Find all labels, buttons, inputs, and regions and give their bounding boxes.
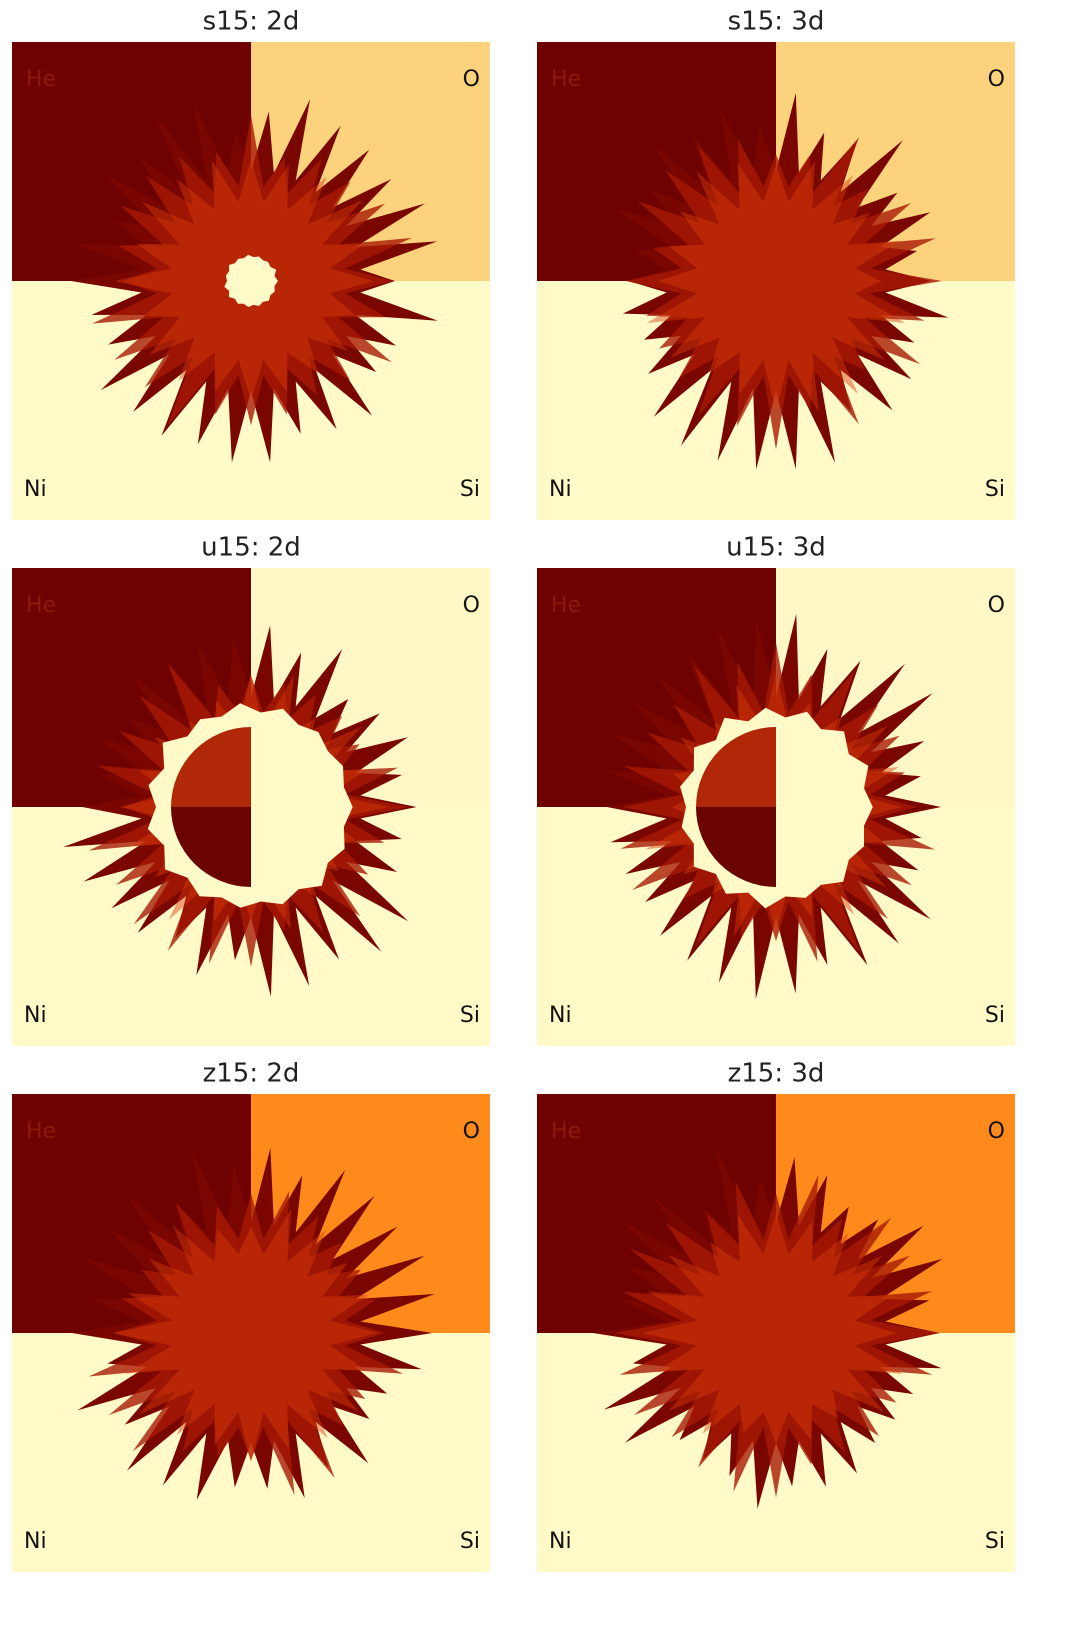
quadrant-label: Ni: [24, 1529, 47, 1554]
panel-title: u15: 2d: [201, 533, 301, 563]
quadrant-label: O: [988, 1119, 1005, 1144]
panel: u15: 3d He O Ni Si: [537, 533, 1015, 1047]
panel: z15: 3d He O Ni Si: [537, 1059, 1015, 1573]
quadrant-label: Si: [460, 477, 480, 502]
quadrant-label: Ni: [24, 1003, 47, 1028]
quadrant-label: Si: [460, 1529, 480, 1554]
quadrant-label: Si: [985, 1003, 1005, 1028]
quadrant-label: Si: [985, 1529, 1005, 1554]
quadrant-label: He: [26, 67, 56, 92]
quadrant-label: He: [26, 1119, 56, 1144]
quadrant-label: Ni: [24, 477, 47, 502]
panel-title: u15: 3d: [726, 533, 826, 563]
panel-title: s15: 2d: [203, 7, 300, 37]
quadrant-label: O: [988, 67, 1005, 92]
quadrant-label: Ni: [549, 1529, 572, 1554]
quadrant-label: Ni: [549, 477, 572, 502]
panel: z15: 2d He O Ni Si: [12, 1059, 490, 1573]
quadrant-label: O: [463, 67, 480, 92]
quadrant-label: O: [463, 593, 480, 618]
quadrant-label: He: [551, 67, 581, 92]
panel-title: s15: 3d: [728, 7, 825, 37]
panel: s15: 3d He O Ni Si: [537, 7, 1015, 521]
quadrant-label: He: [551, 593, 581, 618]
quadrant-label: He: [551, 1119, 581, 1144]
quadrant-label: O: [463, 1119, 480, 1144]
panel: s15: 2d He O Ni Si: [12, 7, 490, 521]
quadrant-label: He: [26, 593, 56, 618]
quadrant-label: Si: [985, 477, 1005, 502]
quadrant-label: Ni: [549, 1003, 572, 1028]
panel-title: z15: 2d: [203, 1059, 300, 1089]
figure: s15: 2d He O Ni Si s15: 3d He O Ni Si u15: 2d He O Ni…: [0, 0, 1073, 1652]
panel: u15: 2d He O Ni Si: [12, 533, 490, 1047]
quadrant-label: O: [988, 593, 1005, 618]
panel-title: z15: 3d: [728, 1059, 825, 1089]
quadrant-label: Si: [460, 1003, 480, 1028]
